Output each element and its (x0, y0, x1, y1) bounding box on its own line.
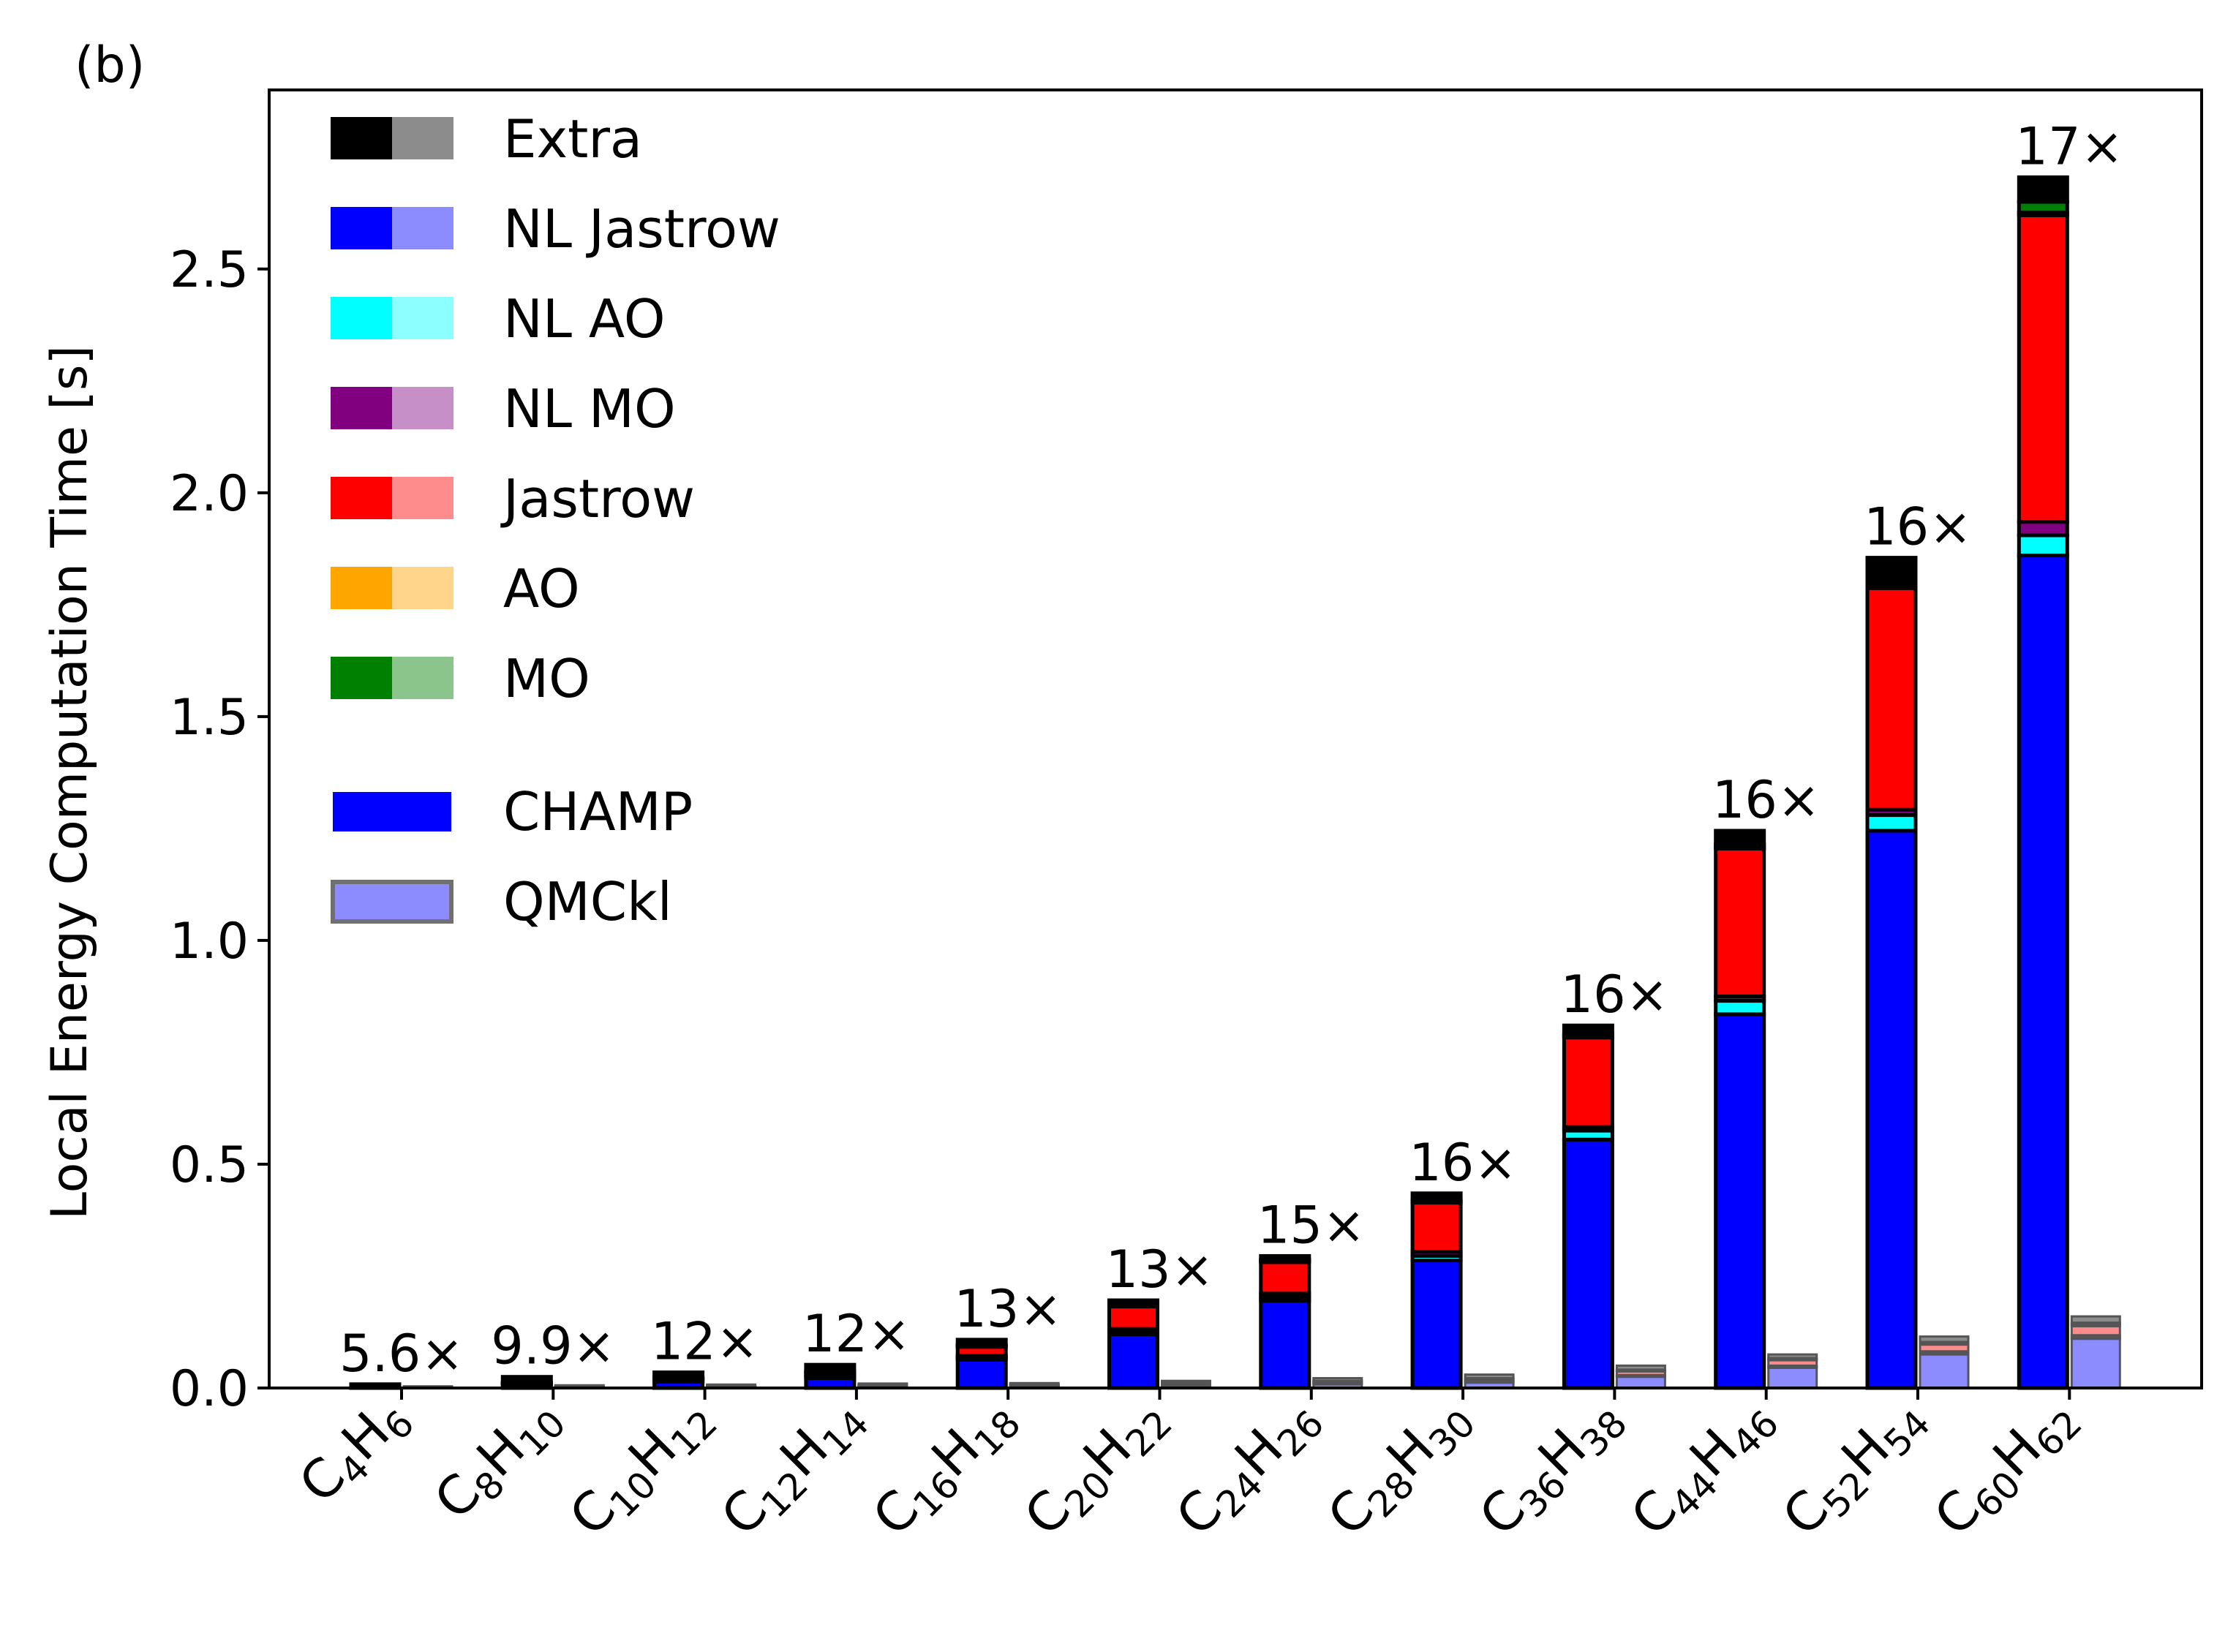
y-tick-label-1.5: 1.5 (170, 689, 249, 747)
bar-champ-extra-1 (500, 1375, 553, 1384)
bar-champ-nl-jastrow-11 (2017, 554, 2069, 1390)
legend-code-swatch-1 (331, 880, 453, 924)
legend-label-5: AO (503, 558, 580, 619)
legend-swatch-dark-2 (331, 297, 392, 339)
bar-champ-nl-jastrow-6 (1259, 1299, 1311, 1390)
bar-champ-nl-jastrow-7 (1410, 1259, 1463, 1390)
speedup-label-4: 13× (954, 1279, 1062, 1339)
bar-qmckl-nl-jastrow-11 (2070, 1338, 2121, 1389)
bar-champ-nl-jastrow-5 (1107, 1332, 1159, 1390)
y-tick-label-0.5: 0.5 (170, 1136, 249, 1194)
bar-champ-nl-jastrow-8 (1562, 1137, 1614, 1390)
legend-code-label-1: QMCkl (503, 871, 672, 932)
bar-qmckl-jastrow-11 (2070, 1325, 2121, 1337)
legend-swatch-light-6 (392, 657, 453, 699)
bar-champ-jastrow-6 (1259, 1260, 1311, 1296)
bar-champ-extra-9 (1714, 829, 1766, 846)
speedup-label-8: 16× (1561, 965, 1669, 1025)
bar-champ-extra-3 (804, 1362, 857, 1373)
legend-swatch-light-5 (392, 567, 453, 609)
bar-qmckl-nl-jastrow-9 (1767, 1366, 1818, 1389)
bar-champ-extra-11 (2017, 175, 2069, 204)
bar-champ-extra-7 (1410, 1191, 1463, 1202)
legend-swatch-dark-1 (331, 207, 392, 249)
bar-champ-jastrow-9 (1714, 846, 1766, 998)
speedup-label-1: 9.9× (491, 1316, 615, 1376)
legend-swatch-dark-4 (331, 477, 392, 519)
bar-qmckl-extra-2 (706, 1383, 757, 1387)
x-tick-label-7: C28H30 (1316, 1384, 1484, 1553)
speedup-label-5: 13× (1106, 1240, 1214, 1300)
legend-label-2: NL AO (503, 288, 666, 350)
bar-champ-extra-0 (349, 1382, 402, 1388)
bar-qmckl-extra-5 (1161, 1379, 1211, 1384)
bar-qmckl-extra-3 (857, 1382, 908, 1387)
bar-qmckl-extra-4 (1009, 1381, 1060, 1386)
bar-champ-jastrow-7 (1410, 1201, 1463, 1254)
legend-swatch-light-0 (392, 117, 453, 159)
bar-champ-nl-ao-9 (1714, 999, 1766, 1017)
bar-champ-jastrow-8 (1562, 1036, 1614, 1129)
bar-champ-extra-10 (1865, 556, 1918, 586)
bar-champ-nl-jastrow-9 (1714, 1012, 1766, 1390)
speedup-label-9: 16× (1712, 770, 1821, 830)
legend-swatch-dark-3 (331, 387, 392, 429)
bar-champ-extra-4 (955, 1338, 1008, 1347)
axes-frame (268, 88, 2203, 1389)
legend-code-swatch-0 (333, 792, 451, 831)
bars-layer: 5.6× 9.9× 12× 12× 13× 13× 15× 16× 16× 16× 16× 17× (339, 116, 2123, 1390)
legend-code-label-0: CHAMP (503, 781, 693, 842)
bar-qmckl-extra-10 (1919, 1335, 1970, 1343)
bar-champ-jastrow-11 (2017, 213, 2069, 524)
bar-qmckl-nl-jastrow-8 (1615, 1376, 1666, 1389)
legend-swatch-dark-0 (331, 117, 392, 159)
bar-qmckl-extra-9 (1767, 1353, 1818, 1359)
speedup-label-11: 17× (2015, 116, 2123, 176)
legend-swatch-light-4 (392, 477, 453, 519)
speedup-label-6: 15× (1257, 1195, 1366, 1255)
legend-label-3: NL MO (503, 378, 676, 440)
bar-champ-nl-jastrow-4 (955, 1357, 1008, 1390)
legend-swatch-light-1 (392, 207, 453, 249)
bar-champ-jastrow-10 (1865, 586, 1918, 812)
y-tick-label-1.0: 1.0 (170, 913, 249, 970)
legend-swatch-light-2 (392, 297, 453, 339)
bar-champ-nl-mo-11 (2017, 520, 2069, 538)
speedup-label-0: 5.6× (339, 1324, 464, 1384)
y-tick-label-2.0: 2.0 (170, 465, 249, 523)
bar-champ-extra-5 (1107, 1298, 1159, 1306)
speedup-label-2: 12× (651, 1312, 759, 1372)
bar-champ-extra-6 (1259, 1253, 1311, 1261)
bar-qmckl-extra-8 (1615, 1364, 1666, 1371)
speedup-label-3: 12× (802, 1304, 911, 1364)
legend-swatch-dark-5 (331, 567, 392, 609)
bar-champ-jastrow-5 (1107, 1305, 1159, 1331)
bar-qmckl-extra-11 (2070, 1315, 2121, 1324)
bar-champ-extra-8 (1562, 1023, 1614, 1036)
legend-label-0: Extra (503, 108, 642, 170)
legend-swatch-light-3 (392, 387, 453, 429)
y-axis-label: Local Energy Computation Time [s] (41, 345, 99, 1220)
speedup-label-10: 16× (1864, 497, 1972, 557)
legend-label-1: NL Jastrow (503, 198, 780, 260)
speedup-label-7: 16× (1409, 1133, 1517, 1193)
legend-label-6: MO (503, 648, 590, 709)
legend: Extra NL Jastrow NL AO NL MO Jastrow AO MO CHAM… (331, 108, 780, 932)
legend-swatch-dark-6 (331, 657, 392, 699)
bar-champ-nl-jastrow-10 (1865, 829, 1918, 1390)
y-tick-label-0.0: 0.0 (170, 1360, 249, 1418)
bar-champ-nl-ao-11 (2017, 533, 2069, 558)
bar-qmckl-extra-6 (1312, 1377, 1363, 1382)
bar-qmckl-nl-jastrow-10 (1919, 1353, 1970, 1389)
panel-label: (b) (75, 37, 145, 94)
y-tick-label-2.5: 2.5 (170, 241, 249, 299)
bar-champ-extra-2 (652, 1370, 705, 1380)
bar-champ-nl-ao-10 (1865, 813, 1918, 833)
bar-qmckl-extra-1 (554, 1384, 605, 1387)
legend-label-4: Jastrow (500, 468, 695, 529)
bar-qmckl-extra-7 (1464, 1373, 1515, 1380)
